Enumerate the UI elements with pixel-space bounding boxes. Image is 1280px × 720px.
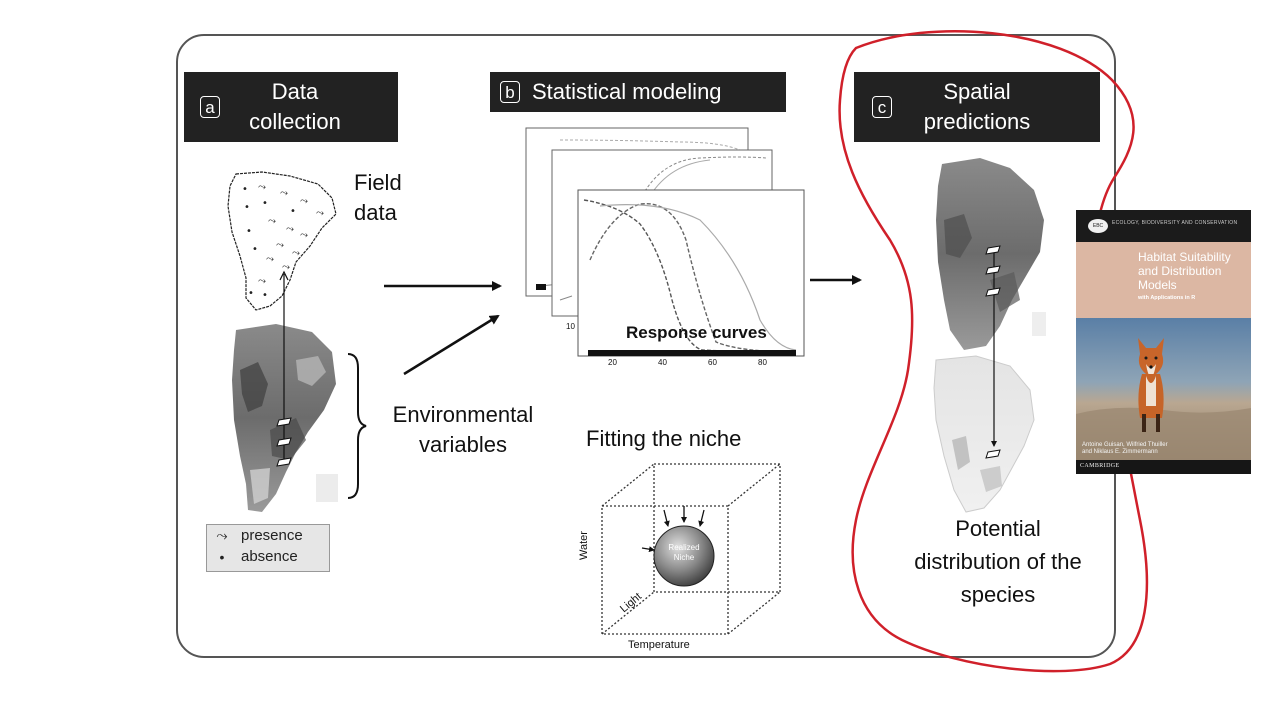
legend-absence: • absence xyxy=(207,546,329,567)
niche-cube xyxy=(601,463,781,635)
response-tick-partial: 10 xyxy=(566,322,575,331)
back-plot-rug xyxy=(536,284,546,290)
svg-text:⤳: ⤳ xyxy=(266,254,274,265)
realized-niche-label: Realized Niche xyxy=(668,543,700,562)
svg-text:⤳: ⤳ xyxy=(258,276,266,287)
prediction-markers xyxy=(985,245,1001,459)
field-data-label: Field data xyxy=(354,170,402,225)
panel-c-title: Spatial predictions xyxy=(923,79,1031,134)
book-title-band xyxy=(1076,242,1251,318)
svg-text:•: • xyxy=(252,244,258,255)
book-fox-photo xyxy=(1076,318,1251,460)
response-plot-front xyxy=(577,189,805,357)
legend-presence-label: presence xyxy=(241,527,303,544)
axis-temperature-label: Temperature xyxy=(628,639,690,651)
panel-a-letter: a xyxy=(200,96,220,118)
prediction-map-top xyxy=(936,158,1046,350)
absence-symbol: • xyxy=(219,548,225,565)
svg-text:•: • xyxy=(244,202,250,213)
potential-distribution-label: Potential distribution of the species xyxy=(914,516,1082,607)
book-authors: Antoine Guisan, Wilfried Thuiller and Ni… xyxy=(1082,442,1168,455)
legend-absence-label: absence xyxy=(241,548,298,565)
response-curves-label: Response curves xyxy=(626,323,767,342)
book-cover: EBC ECOLOGY, BIODIVERSITY AND CONSERVATI… xyxy=(1076,210,1251,474)
svg-text:⤳: ⤳ xyxy=(316,208,324,219)
environmental-variables-label: Environmental variables xyxy=(392,402,534,457)
realized-niche-sphere xyxy=(653,525,715,587)
panel-a-title: Data collection xyxy=(249,79,341,134)
svg-text:⤳: ⤳ xyxy=(276,240,284,251)
link-arrowhead xyxy=(279,270,289,281)
panel-b-letter: b xyxy=(500,81,520,103)
panel-c-header: c Spatial predictions xyxy=(854,72,1100,142)
svg-text:⤳: ⤳ xyxy=(280,188,288,199)
book-series-logo: EBC xyxy=(1088,219,1108,233)
red-annotation-loop xyxy=(838,30,1149,673)
svg-text:•: • xyxy=(248,288,254,299)
svg-text:⤳: ⤳ xyxy=(268,216,276,227)
response-tick-20: 20 xyxy=(608,358,617,367)
book-title: Habitat Suitability and Distribution Mod… xyxy=(1138,250,1231,292)
panel-b-header: b Statistical modeling xyxy=(490,72,786,112)
svg-text:•: • xyxy=(242,184,248,195)
niche-constraint-arrows xyxy=(641,506,705,553)
book-publisher: CAMBRIDGE xyxy=(1080,463,1120,469)
svg-text:•: • xyxy=(290,206,296,217)
axis-water-label: Water xyxy=(578,531,590,560)
book-subtitle: with Applications in R xyxy=(1138,295,1196,301)
panel-a-header: a Data collection xyxy=(184,72,398,142)
response-tick-60: 60 xyxy=(708,358,717,367)
field-data-map: ⤳⤳⤳⤳ ⤳⤳⤳⤳ ⤳⤳⤳⤳ • ••• •• •• xyxy=(227,171,337,311)
fox-icon xyxy=(1138,338,1164,432)
response-tick-40: 40 xyxy=(658,358,667,367)
svg-text:•: • xyxy=(262,198,268,209)
env-map-markers xyxy=(276,417,292,467)
prediction-map-bottom xyxy=(933,355,1035,513)
svg-text:⤳: ⤳ xyxy=(300,230,308,241)
panel-b-title: Statistical modeling xyxy=(532,79,722,104)
svg-text:•: • xyxy=(246,226,252,237)
environmental-map xyxy=(232,324,338,512)
fitting-the-niche-label: Fitting the niche xyxy=(586,426,742,451)
map-legend: ⤳ presence • absence xyxy=(206,524,330,572)
svg-text:⤳: ⤳ xyxy=(286,224,294,235)
book-series-name: ECOLOGY, BIODIVERSITY AND CONSERVATION xyxy=(1112,220,1238,226)
svg-text:⤳: ⤳ xyxy=(300,196,308,207)
svg-text:⤳: ⤳ xyxy=(282,262,290,273)
svg-text:•: • xyxy=(262,290,268,301)
panel-c-letter: c xyxy=(872,96,892,118)
svg-text:⤳: ⤳ xyxy=(292,248,300,259)
environmental-brace xyxy=(347,353,367,499)
arrow-env-to-model xyxy=(403,314,500,376)
book-publisher-bar: CAMBRIDGE xyxy=(1076,460,1251,474)
response-tick-80: 80 xyxy=(758,358,767,367)
legend-presence: ⤳ presence xyxy=(207,525,329,546)
presence-symbol: ⤳ xyxy=(216,527,228,543)
svg-text:⤳: ⤳ xyxy=(258,182,266,193)
